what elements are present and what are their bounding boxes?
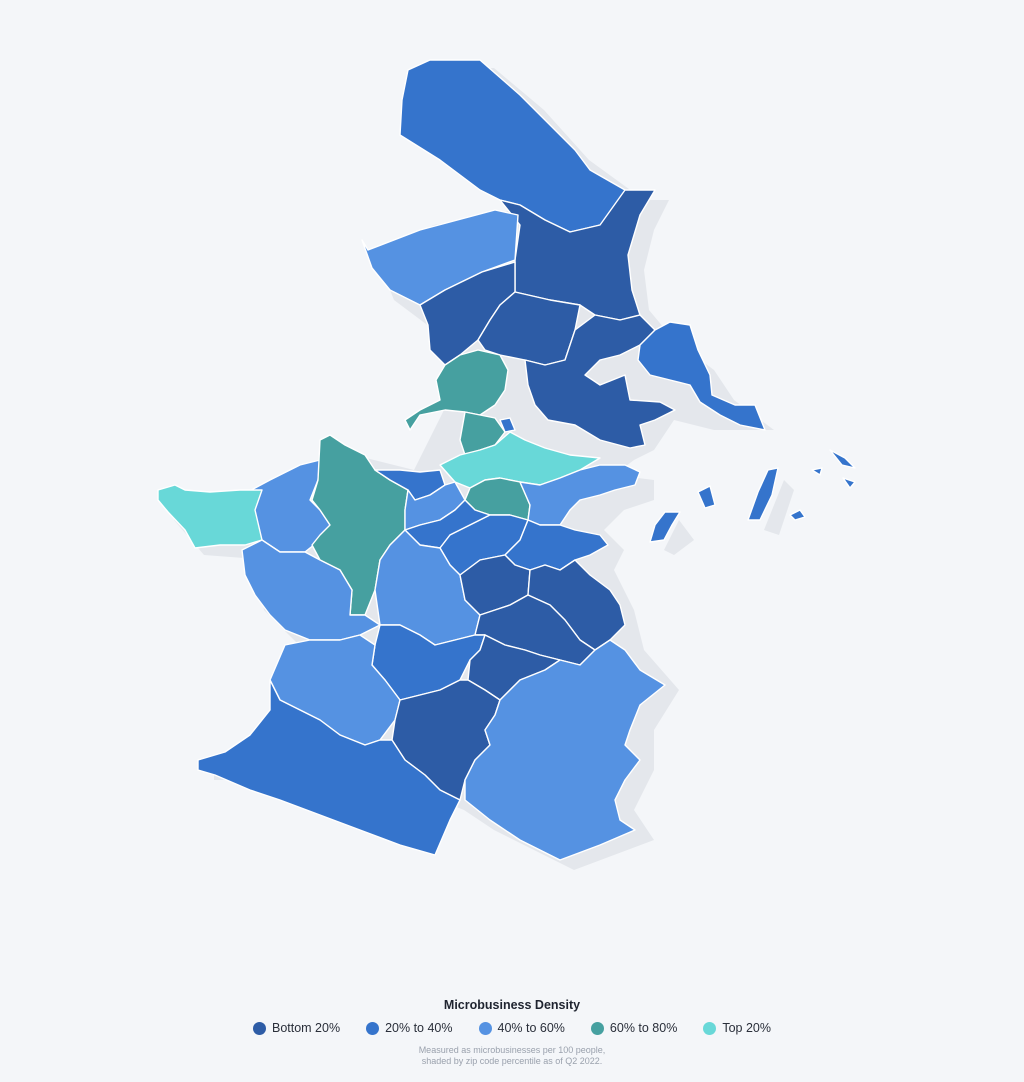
legend-item-40-to-60: 40% to 60% (478, 1021, 565, 1035)
legend-item-20-to-40: 20% to 40% (366, 1021, 453, 1035)
legend-swatch-20-to-40 (366, 1021, 380, 1035)
legend-note-line-2: shaded by zip code percentile as of Q2 2… (421, 1056, 603, 1066)
map-legend: Microbusiness Density Bottom 20% 20% to … (0, 998, 1024, 1067)
harbor-islands (649, 449, 856, 543)
zip-region-west-lower[interactable] (241, 539, 381, 641)
island-1[interactable] (649, 511, 681, 543)
zip-regions (157, 59, 766, 861)
choropleth-map (157, 59, 856, 870)
legend-note: Measured as microbusinesses per 100 peop… (0, 1045, 1024, 1067)
legend-item-60-to-80: 60% to 80% (590, 1021, 678, 1035)
zip-region-downtown-small[interactable] (499, 417, 516, 433)
legend-item-bottom-20: Bottom 20% (252, 1021, 341, 1035)
legend-note-line-1: Measured as microbusinesses per 100 peop… (418, 1045, 606, 1055)
legend-label-40-to-60: 40% to 60% (497, 1021, 565, 1035)
legend-swatch-bottom-20 (252, 1021, 266, 1035)
island-3[interactable] (747, 467, 779, 521)
legend-label-bottom-20: Bottom 20% (271, 1021, 341, 1035)
island-6[interactable] (829, 449, 856, 469)
zip-region-far-west[interactable] (157, 484, 263, 549)
legend-label-60-to-80: 60% to 80% (609, 1021, 678, 1035)
zip-region-far-east[interactable] (637, 321, 766, 431)
legend-swatch-40-to-60 (478, 1021, 492, 1035)
island-7[interactable] (842, 477, 856, 489)
island-5[interactable] (811, 467, 823, 476)
legend-swatch-top-20 (703, 1021, 717, 1035)
island-2[interactable] (697, 485, 716, 509)
zip-region-east-bottom[interactable] (524, 314, 676, 449)
legend-title: Microbusiness Density (443, 998, 581, 1012)
zip-region-southwest-big[interactable] (197, 679, 461, 856)
legend-items: Bottom 20% 20% to 40% 40% to 60% 60% to … (0, 1021, 1024, 1035)
legend-label-20-to-40: 20% to 40% (385, 1021, 453, 1035)
zip-region-southeast-big[interactable] (464, 639, 666, 861)
legend-label-top-20: Top 20% (722, 1021, 771, 1035)
island-4[interactable] (789, 509, 806, 521)
legend-item-top-20: Top 20% (703, 1021, 771, 1035)
zip-region-northwest[interactable] (361, 209, 519, 306)
legend-swatch-60-to-80 (590, 1021, 604, 1035)
zip-region-teal-west[interactable] (311, 434, 409, 616)
